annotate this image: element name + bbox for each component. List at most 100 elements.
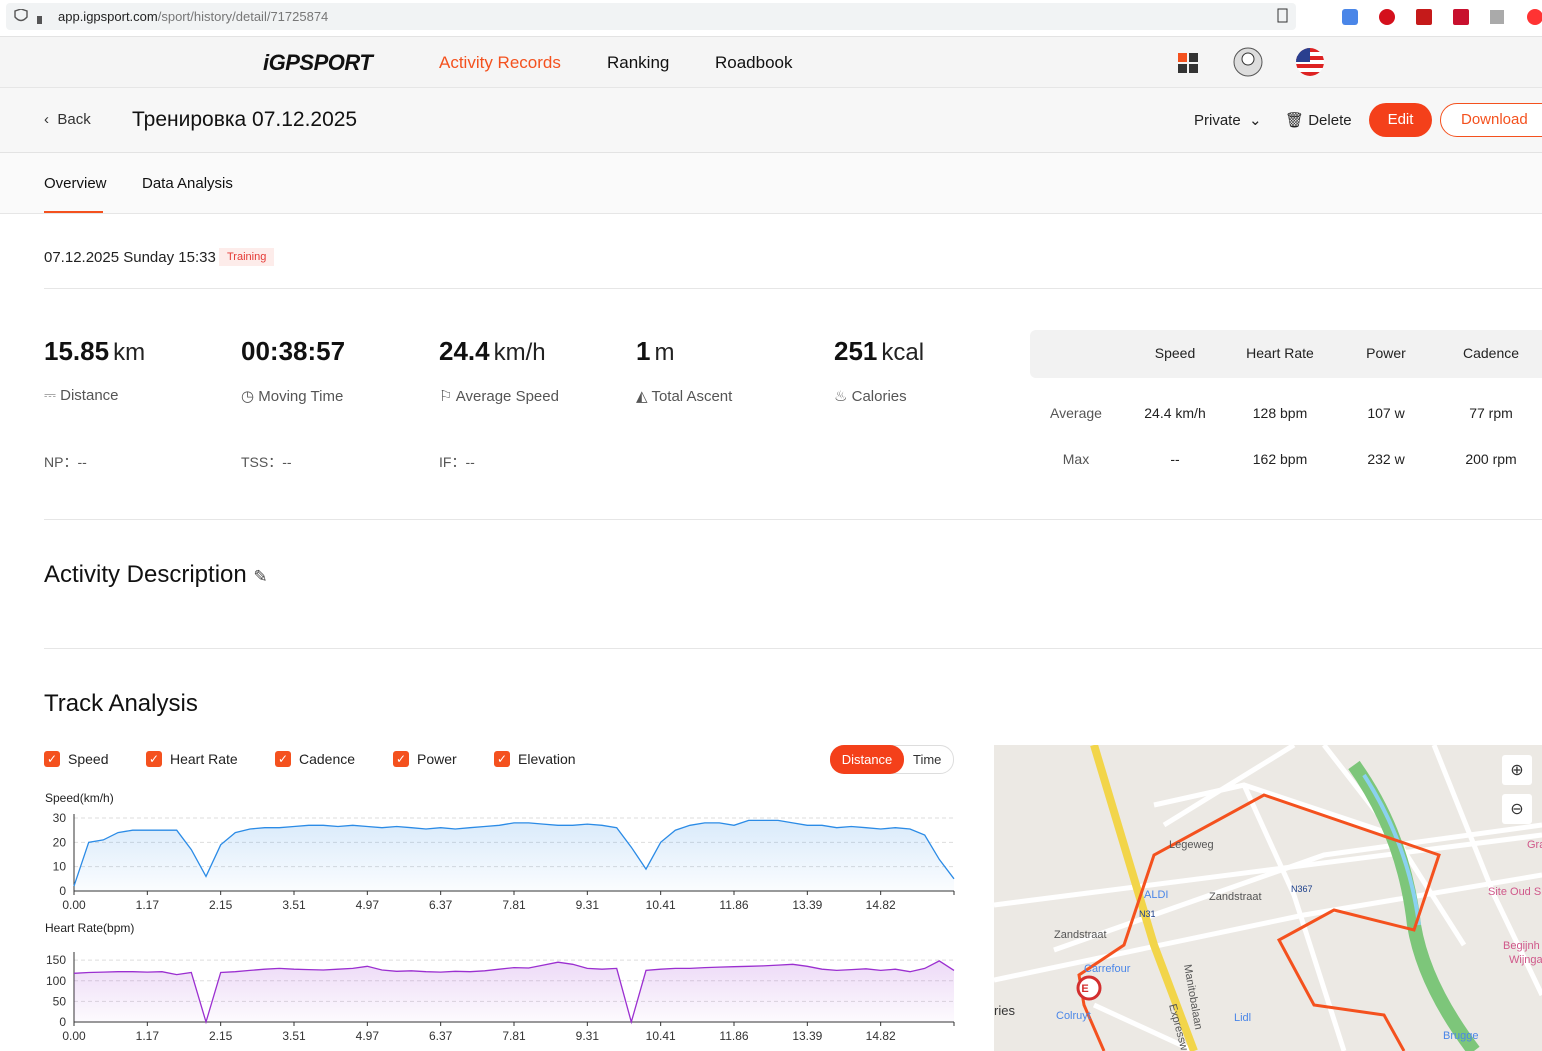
x-tick-label: 0.00 [62, 898, 86, 912]
stat-label-text: Total Ascent [651, 388, 733, 405]
stat-label-text: Calories [851, 388, 907, 405]
url: app.igpsport.com/sport/history/detail/71… [58, 9, 328, 24]
stat-icon: ◭ [636, 388, 652, 405]
table-cell: -- [1170, 451, 1180, 467]
map-label: Legeweg [1169, 839, 1214, 851]
park [1348, 760, 1480, 1051]
y-tick-label: 20 [53, 835, 67, 849]
table-cell: 232 w [1367, 451, 1405, 467]
checkbox[interactable]: ✓ [393, 751, 409, 767]
x-tick-label: 14.82 [866, 1029, 896, 1043]
stat-unit: km/h [493, 339, 546, 366]
map[interactable]: Legeweg Zandstraat Zandstraat ALDI N31 N… [994, 745, 1542, 1051]
x-tick-label: 7.81 [502, 898, 526, 912]
y-tick-label: 0 [59, 1015, 66, 1029]
logo[interactable]: iGPSPORT [263, 50, 373, 75]
activity-datetime: 07.12.2025 Sunday 15:33 [44, 249, 216, 266]
stat-value: 24.4 km/h [439, 336, 546, 367]
tabs: Overview Data Analysis [0, 153, 1542, 214]
delete-button[interactable]: 🗑 Delete [1285, 112, 1352, 129]
toggle-label: Elevation [518, 751, 576, 767]
checkbox[interactable]: ✓ [494, 751, 510, 767]
divider [44, 519, 1542, 520]
nav-activity-records[interactable]: Activity Records [439, 53, 561, 72]
x-tick-label: 9.31 [576, 1029, 600, 1043]
tab-overview[interactable]: Overview [44, 175, 107, 192]
tab-underline [44, 211, 103, 213]
toggle-label: Cadence [299, 751, 356, 767]
stat-value: 251 kcal [834, 336, 924, 367]
privacy-select[interactable]: Private ⌄ [1194, 112, 1262, 129]
stat-label-text: Distance [60, 387, 119, 404]
edit-label: Edit [1387, 111, 1414, 128]
tab-data-analysis[interactable]: Data Analysis [142, 175, 233, 192]
stat-number: 15.85 [44, 336, 110, 366]
nav-ranking[interactable]: Ranking [607, 53, 670, 72]
map-label: Gra [1527, 839, 1542, 851]
stat-number: 00:38:57 [241, 336, 346, 366]
x-tick-label: 3.51 [282, 1029, 306, 1043]
back-label: Back [57, 111, 91, 128]
back-button[interactable]: ‹ Back [44, 111, 91, 128]
metric-value: -- [282, 454, 292, 470]
zoom-controls[interactable]: ⊕ ⊖ [1502, 755, 1532, 824]
stat-number: 24.4 [439, 336, 490, 366]
map-label: Brugge [1443, 1030, 1478, 1042]
x-tick-label: 4.97 [356, 1029, 380, 1043]
stat-number: 1 [636, 336, 651, 366]
metric: TSS：-- [241, 452, 292, 472]
stat-number: 251 [834, 336, 878, 366]
line [73, 960, 955, 1025]
y-tick-label: 50 [53, 994, 67, 1008]
x-tick-label: 2.15 [209, 898, 233, 912]
url-field[interactable] [6, 3, 1296, 30]
x-tick-label: 14.82 [866, 898, 896, 912]
y-tick-label: 10 [53, 860, 67, 874]
x-tick-label: 11.86 [719, 898, 748, 912]
table-cell: 200 rpm [1465, 451, 1517, 467]
x-tick-label: 7.81 [502, 1029, 526, 1043]
table-cell: 162 bpm [1252, 451, 1308, 467]
x-tick-label: 4.97 [356, 898, 380, 912]
url-path: /sport/history/detail/71725874 [157, 9, 329, 24]
stat-unit: km [113, 339, 146, 366]
metric-label: IF： [439, 454, 466, 470]
mode-time[interactable]: Time [913, 752, 942, 767]
map-label: Site Oud Si [1488, 886, 1542, 898]
stat-icon: ⎓ [44, 387, 61, 404]
stats-table-header [1030, 330, 1542, 378]
stat-label: ⚐ Average Speed [439, 387, 559, 405]
stat-unit: m [654, 339, 675, 366]
area [74, 960, 954, 1022]
mode-distance[interactable]: Distance [830, 745, 904, 774]
map-label: N367 [1291, 884, 1313, 894]
y-tick-label: 0 [59, 884, 66, 898]
description-title-text: Activity Description [44, 561, 247, 588]
edit-button[interactable]: Edit [1369, 103, 1432, 137]
checkbox[interactable]: ✓ [44, 751, 60, 767]
stat-label: ♨ Calories [834, 387, 907, 405]
nav-roadbook[interactable]: Roadbook [715, 53, 793, 72]
table-row-label: Max [1062, 451, 1090, 467]
stat-icon: ⚐ [439, 388, 456, 405]
x-tick-label: 10.41 [646, 898, 676, 912]
stat-label: ◷ Moving Time [241, 387, 343, 405]
download-button[interactable]: Download [1440, 103, 1542, 137]
chart-title: Heart Rate(bpm) [45, 921, 134, 935]
end-marker [1076, 975, 1102, 1001]
toggle-label: Power [417, 751, 457, 767]
nav-icons[interactable] [1176, 45, 1326, 79]
y-tick-label: 100 [46, 974, 66, 988]
description-title: Activity Description ✎ [44, 561, 268, 589]
metric-value: -- [77, 454, 87, 470]
x-tick-label: 1.17 [136, 1029, 160, 1043]
checkbox[interactable]: ✓ [146, 751, 162, 767]
table-cell: 24.4 km/h [1144, 405, 1206, 421]
checkbox[interactable]: ✓ [275, 751, 291, 767]
motorway [1090, 745, 1198, 1051]
map-label: N31 [1139, 909, 1156, 919]
edit-icon[interactable]: ✎ [253, 567, 268, 586]
